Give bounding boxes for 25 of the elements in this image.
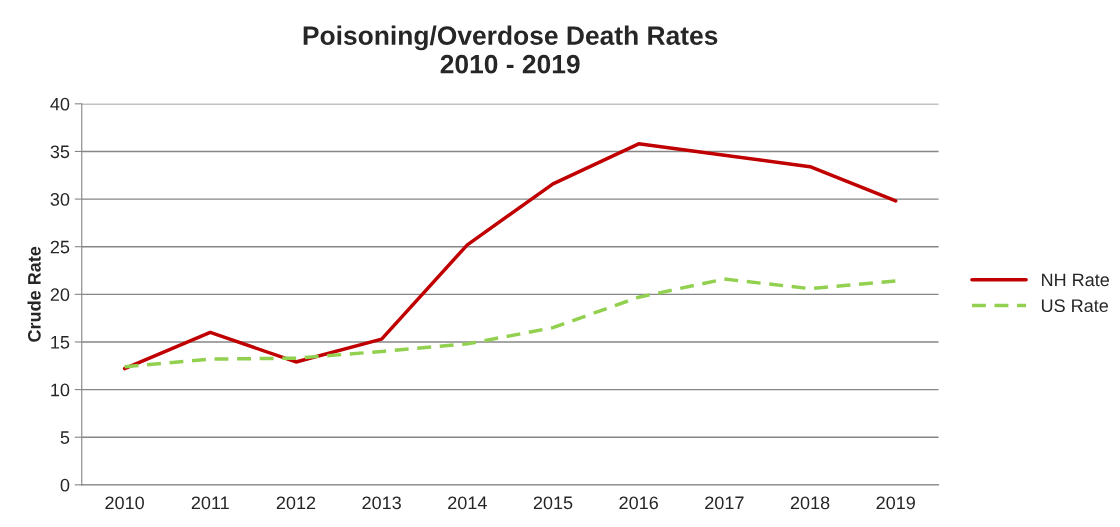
y-tick-label: 20 xyxy=(50,288,70,302)
x-tick-label: 2017 xyxy=(705,496,744,510)
x-tick-label: 2018 xyxy=(790,496,830,510)
y-tick-label: 10 xyxy=(51,383,70,397)
y-tick-label: 30 xyxy=(50,193,70,206)
y-tick-label: 5 xyxy=(60,431,70,444)
x-tick-label: 2010 xyxy=(105,496,144,510)
y-tick-label: 0 xyxy=(60,478,70,492)
x-tick-label: 2013 xyxy=(362,496,401,510)
y-tick-label: 25 xyxy=(50,240,70,254)
legend-label: US Rate xyxy=(1041,299,1108,313)
x-tick-label: 2015 xyxy=(533,496,573,510)
y-tick-label: 15 xyxy=(51,336,70,349)
x-tick-label: 2014 xyxy=(448,496,487,510)
x-tick-label: 2019 xyxy=(876,496,915,510)
line-series xyxy=(122,277,898,369)
y-tick-label: 40 xyxy=(50,97,70,111)
legend-label: NH Rate xyxy=(1042,273,1109,287)
x-tick-label: 2016 xyxy=(619,496,658,510)
line-series xyxy=(122,142,898,371)
x-tick-label: 2012 xyxy=(276,496,316,510)
y-tick-label: 35 xyxy=(50,145,70,159)
chart-title: Poisoning/Overdose Death Rates 2010 - 2019 xyxy=(303,25,718,74)
y-axis-title: Crude Rate xyxy=(27,246,41,342)
x-tick-label: 2011 xyxy=(191,496,229,510)
